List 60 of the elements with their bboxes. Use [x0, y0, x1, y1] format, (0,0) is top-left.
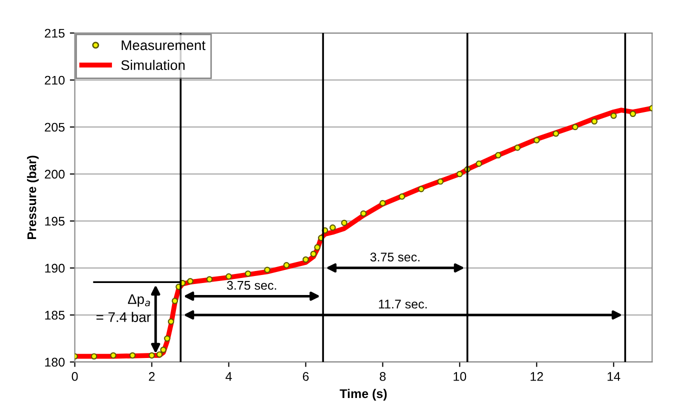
point: [90, 353, 98, 360]
y-tick-label: 205: [44, 122, 65, 132]
point: [148, 352, 155, 359]
annotation: 11.7 sec.: [378, 300, 427, 309]
point: [283, 262, 290, 268]
point: [164, 335, 170, 342]
point: [244, 270, 252, 277]
y-axis-title: Pressure (bar): [27, 156, 39, 240]
point: [380, 200, 386, 206]
point: [160, 346, 166, 353]
legend-label: Measurement: [122, 40, 206, 50]
point: [129, 352, 136, 359]
x-tick-label: 4: [226, 372, 232, 381]
x-axis-title: Time (s): [340, 388, 387, 401]
point: [360, 210, 367, 217]
point: [514, 144, 521, 151]
point: [572, 124, 578, 130]
point: [476, 160, 482, 167]
point: [172, 298, 178, 304]
point: [418, 186, 424, 192]
x-tick-label: 2: [148, 372, 155, 381]
annotation: Δp$_{a}$ = 7.4 bar: [96, 294, 151, 322]
point: [456, 170, 463, 178]
point: [630, 110, 636, 118]
line-series: [74, 106, 652, 359]
x-tick-label: 8: [380, 372, 386, 381]
point: [610, 112, 617, 119]
point: [226, 273, 232, 280]
point: [495, 152, 502, 158]
point: [302, 256, 309, 263]
point: [110, 352, 116, 359]
point: [187, 278, 194, 284]
legend-label: Simulation: [121, 60, 185, 70]
point: [552, 130, 560, 137]
y-tick-label: 185: [45, 310, 65, 320]
point: [206, 276, 213, 282]
point: [398, 193, 406, 200]
point: [314, 244, 320, 250]
annotation: 3.75 sec.: [226, 280, 276, 290]
x-tick-label: 10: [454, 372, 466, 381]
point: [341, 220, 348, 226]
point: [168, 318, 174, 325]
y-tick-label: 195: [45, 216, 65, 226]
x-tick-label: 6: [302, 372, 309, 381]
point: [264, 266, 270, 274]
point: [330, 224, 336, 231]
x-tick-label: 12: [530, 372, 543, 381]
y-tick-label: 190: [45, 264, 65, 273]
y-tick-label: 215: [44, 28, 65, 38]
y-tick-label: 200: [44, 170, 65, 179]
point: [310, 250, 317, 258]
point: [156, 351, 163, 358]
y-tick-label: 210: [44, 76, 65, 85]
annotation: 3.75 sec.: [370, 252, 420, 262]
point: [534, 137, 540, 144]
point: [437, 178, 444, 185]
point: [591, 118, 598, 125]
x-tick-label: 14: [608, 372, 620, 381]
y-tick-label: 180: [45, 358, 65, 367]
x-tick-label: 0: [72, 372, 78, 381]
